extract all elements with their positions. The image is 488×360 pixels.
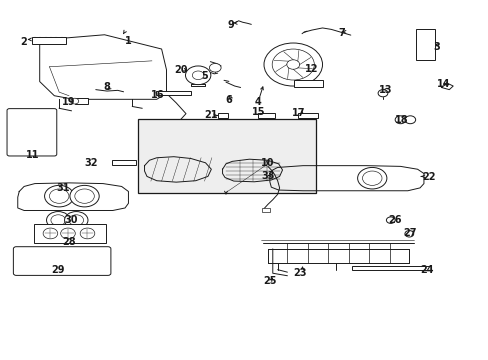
Bar (351, 266, 430, 270)
Circle shape (362, 171, 381, 185)
Bar (298, 113, 317, 118)
Text: 33: 33 (261, 171, 274, 181)
Text: 27: 27 (403, 228, 416, 238)
Text: 6: 6 (225, 95, 232, 105)
Text: 9: 9 (227, 20, 234, 30)
Text: 25: 25 (263, 276, 276, 286)
Circle shape (185, 66, 210, 85)
Circle shape (209, 63, 221, 72)
Circle shape (61, 228, 75, 239)
Circle shape (49, 189, 69, 203)
Circle shape (70, 185, 99, 207)
Text: 28: 28 (62, 237, 76, 247)
Circle shape (404, 230, 413, 237)
Bar (294, 80, 322, 87)
Circle shape (44, 185, 74, 207)
Text: 4: 4 (254, 97, 261, 107)
Text: 24: 24 (420, 265, 433, 275)
Circle shape (377, 90, 387, 97)
Bar (32, 37, 65, 44)
Text: 19: 19 (62, 97, 76, 107)
Circle shape (357, 167, 386, 189)
Text: 20: 20 (174, 64, 187, 75)
Text: 17: 17 (292, 108, 305, 118)
Text: 23: 23 (293, 267, 306, 278)
Bar (261, 208, 270, 212)
Circle shape (286, 60, 299, 69)
Text: 15: 15 (252, 107, 265, 117)
Circle shape (75, 189, 94, 203)
Text: 11: 11 (25, 150, 39, 160)
Text: 5: 5 (201, 71, 207, 81)
Circle shape (69, 215, 83, 226)
Circle shape (264, 43, 322, 86)
Bar (156, 91, 190, 95)
Bar (415, 30, 434, 60)
FancyBboxPatch shape (7, 109, 57, 156)
Bar (258, 113, 274, 118)
Circle shape (192, 71, 203, 80)
Text: 29: 29 (51, 265, 65, 275)
Circle shape (80, 228, 95, 239)
Text: 10: 10 (261, 158, 274, 168)
Circle shape (51, 215, 65, 226)
Circle shape (43, 228, 58, 239)
Bar (138, 119, 316, 193)
Text: 32: 32 (84, 158, 98, 168)
Bar (34, 224, 106, 243)
Text: 2: 2 (20, 37, 27, 47)
Circle shape (272, 49, 314, 80)
Text: 3: 3 (433, 42, 440, 51)
Text: 21: 21 (204, 110, 218, 120)
Text: 22: 22 (421, 172, 435, 182)
Circle shape (386, 217, 394, 224)
Text: 12: 12 (305, 64, 318, 74)
Text: 14: 14 (436, 79, 449, 89)
Text: 1: 1 (125, 36, 132, 46)
FancyBboxPatch shape (13, 247, 111, 275)
Text: 16: 16 (151, 90, 164, 100)
Circle shape (404, 116, 415, 124)
Circle shape (71, 98, 79, 104)
Text: 18: 18 (394, 115, 407, 125)
Bar (112, 160, 136, 165)
Circle shape (394, 116, 405, 124)
Circle shape (46, 212, 70, 229)
Text: 7: 7 (338, 28, 345, 38)
Text: 30: 30 (64, 215, 78, 225)
Text: 31: 31 (56, 183, 70, 193)
Text: 26: 26 (387, 215, 401, 225)
Bar (75, 98, 88, 104)
Text: 13: 13 (378, 85, 392, 95)
Circle shape (64, 212, 88, 229)
Text: 8: 8 (103, 82, 110, 93)
Bar (217, 113, 228, 118)
